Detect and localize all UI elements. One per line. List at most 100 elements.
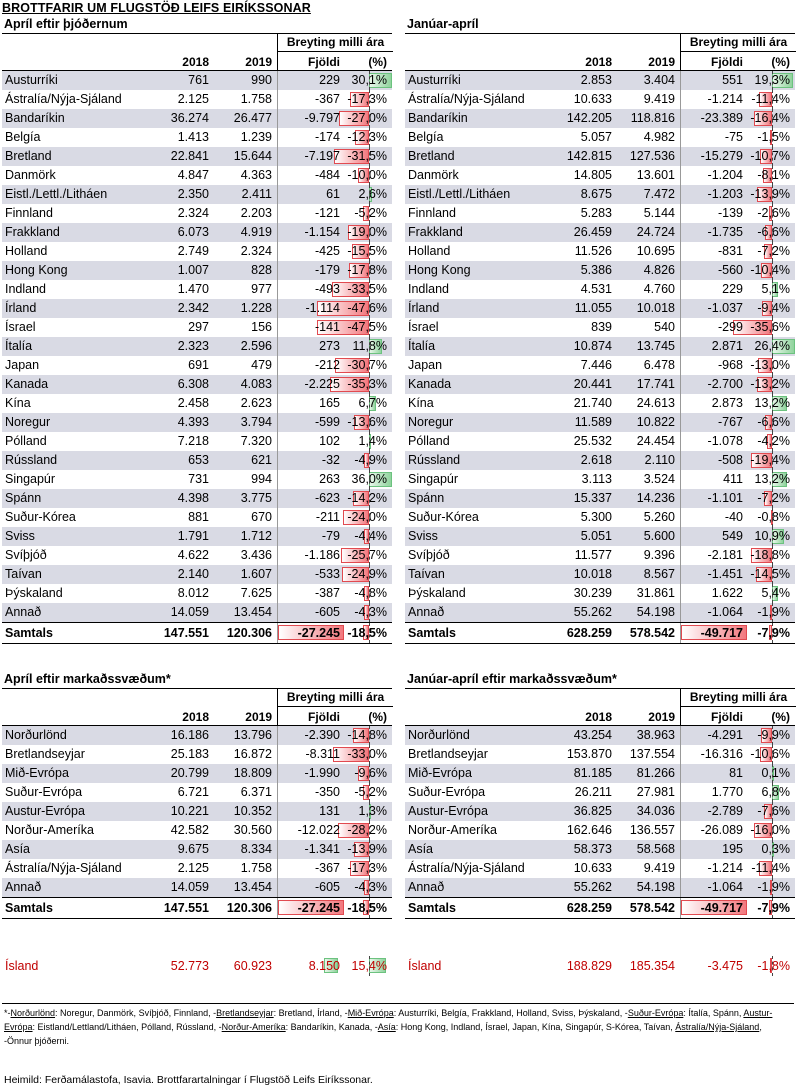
total-2018: 628.259	[566, 901, 612, 915]
table-row: Þýskaland 30.239 31.861 1.622 5,4%	[405, 584, 795, 603]
row-label: Holland	[5, 244, 48, 258]
zero-axis-line	[369, 603, 370, 622]
table-row: Ástralía/Nýja-Sjáland 2.125 1.758 -367 -17,3…	[2, 859, 392, 878]
zero-axis-line	[772, 299, 773, 318]
decrease-bar	[769, 625, 772, 640]
decrease-bar	[764, 491, 772, 506]
decrease-bar	[349, 861, 369, 876]
decrease-bar	[760, 149, 772, 164]
row-label: Taívan	[408, 567, 445, 581]
zero-axis-line	[369, 726, 370, 745]
column-divider	[680, 337, 681, 356]
table-row: Annað 14.059 13.454 -605 -4,3%	[2, 878, 392, 897]
column-divider	[277, 764, 278, 783]
row-label: Austur-Evrópa	[408, 804, 488, 818]
total-count-bar	[681, 900, 747, 915]
change-percent: -13,9%	[750, 187, 790, 201]
change-percent: -1,9%	[757, 605, 790, 619]
change-percent: -17,3%	[347, 92, 387, 106]
change-percent: -14,8%	[347, 728, 387, 742]
column-divider	[277, 242, 278, 261]
change-header: Breyting milli ára	[680, 34, 796, 52]
value-2018: 14.059	[170, 605, 209, 619]
table-row: Noregur 4.393 3.794 -599 -13,6%	[2, 413, 392, 432]
zero-axis-line	[369, 166, 370, 185]
table-row: Asía 9.675 8.334 -1.341 -13,9%	[2, 840, 392, 859]
value-2019: 2.411	[241, 187, 272, 201]
zero-axis-line	[772, 109, 773, 128]
column-divider	[680, 280, 681, 299]
table-row: Rússland 653 621 -32 -4,9%	[2, 451, 392, 470]
change-count: -1.101	[707, 491, 743, 505]
column-divider	[680, 821, 681, 840]
column-divider	[277, 356, 278, 375]
value-2018: 26.459	[573, 225, 612, 239]
zero-axis-line	[772, 261, 773, 280]
decrease-bar	[767, 434, 772, 449]
value-2018: 6.073	[177, 225, 209, 239]
value-2018: 10.874	[573, 339, 612, 353]
decrease-bar	[364, 529, 369, 544]
value-2018: 30.239	[573, 586, 612, 600]
row-label: Þýskaland	[408, 586, 466, 600]
row-label: Pólland	[408, 434, 450, 448]
value-2019: 4.083	[240, 377, 272, 391]
row-label: Kanada	[408, 377, 452, 391]
row-label: Indland	[5, 282, 47, 296]
change-count: -1.064	[707, 605, 743, 619]
table-row: Norðurlönd 16.186 13.796 -2.390 -14,8%	[2, 726, 392, 745]
change-count: 229	[319, 73, 340, 87]
decrease-bar	[751, 548, 772, 563]
zero-axis-line	[369, 318, 370, 337]
table-row: Ísrael 839 540 -299 -35,6%	[405, 318, 795, 337]
total-label: Samtals	[408, 901, 456, 915]
zero-axis-line	[369, 147, 370, 166]
total-row: Samtals 628.259 578.542 -49.717 -7,9%	[405, 622, 795, 644]
change-percent: -10,7%	[750, 149, 790, 163]
table-row: Indland 4.531 4.760 229 5,1%	[405, 280, 795, 299]
value-2019: 14.236	[636, 491, 675, 505]
change-percent: -4,3%	[354, 605, 387, 619]
zero-axis-line	[772, 318, 773, 337]
row-label: Noregur	[408, 415, 454, 429]
row-label: Bretlandseyjar	[5, 747, 85, 761]
change-count: -599	[314, 415, 340, 429]
change-percent: -4,2%	[757, 434, 790, 448]
table-panel-4: Janúar-apríl eftir markaðssvæðum* Breytin…	[405, 670, 796, 919]
row-label: Mið-Evrópa	[408, 766, 472, 780]
value-2018: 20.441	[573, 377, 612, 391]
table-header: Breyting milli ára 2018 2019 Fjöldi (%)	[2, 689, 393, 726]
footnote-region-name: Norður-Ameríka	[221, 1022, 286, 1032]
year-2018-header: 2018	[182, 710, 209, 724]
value-2019: 24.724	[636, 225, 675, 239]
table-row: Danmörk 4.847 4.363 -484 -10,0%	[2, 166, 392, 185]
total-change-percent: -18,5%	[347, 901, 387, 915]
change-percent: -12,3%	[347, 130, 387, 144]
report-title: BROTTFARIR UM FLUGSTÖÐ LEIFS EIRÍKSSONAR	[2, 1, 311, 15]
value-2019: 8.334	[240, 842, 272, 856]
change-percent: -16,0%	[750, 823, 790, 837]
year-2018-header: 2018	[182, 55, 209, 69]
decrease-bar	[363, 785, 369, 800]
source-note: Heimild: Ferðamálastofa, Isavia. Brottfa…	[4, 1074, 373, 1086]
change-count: 411	[723, 472, 743, 486]
value-2018: 4.622	[177, 548, 209, 562]
table-row: Singapúr 731 994 263 36,0%	[2, 470, 392, 489]
change-percent: -19,0%	[347, 225, 387, 239]
column-divider	[680, 565, 681, 584]
zero-axis-line	[772, 337, 773, 356]
table-panel-2: Janúar-apríl Breyting milli ára 2018 2019 Fj…	[405, 15, 796, 644]
zero-axis-line	[369, 204, 370, 223]
column-divider	[277, 745, 278, 764]
column-divider	[277, 318, 278, 337]
iceland-change-count: 8.150	[308, 959, 340, 973]
row-label: Mið-Evrópa	[5, 766, 69, 780]
row-label: Bandaríkin	[408, 111, 468, 125]
zero-axis-line	[369, 623, 370, 643]
change-count: -1.214	[707, 92, 743, 106]
zero-axis-line	[369, 90, 370, 109]
decrease-bar	[764, 415, 772, 430]
change-percent: -30,7%	[347, 358, 387, 372]
zero-axis-line	[772, 413, 773, 432]
column-divider	[277, 508, 278, 527]
